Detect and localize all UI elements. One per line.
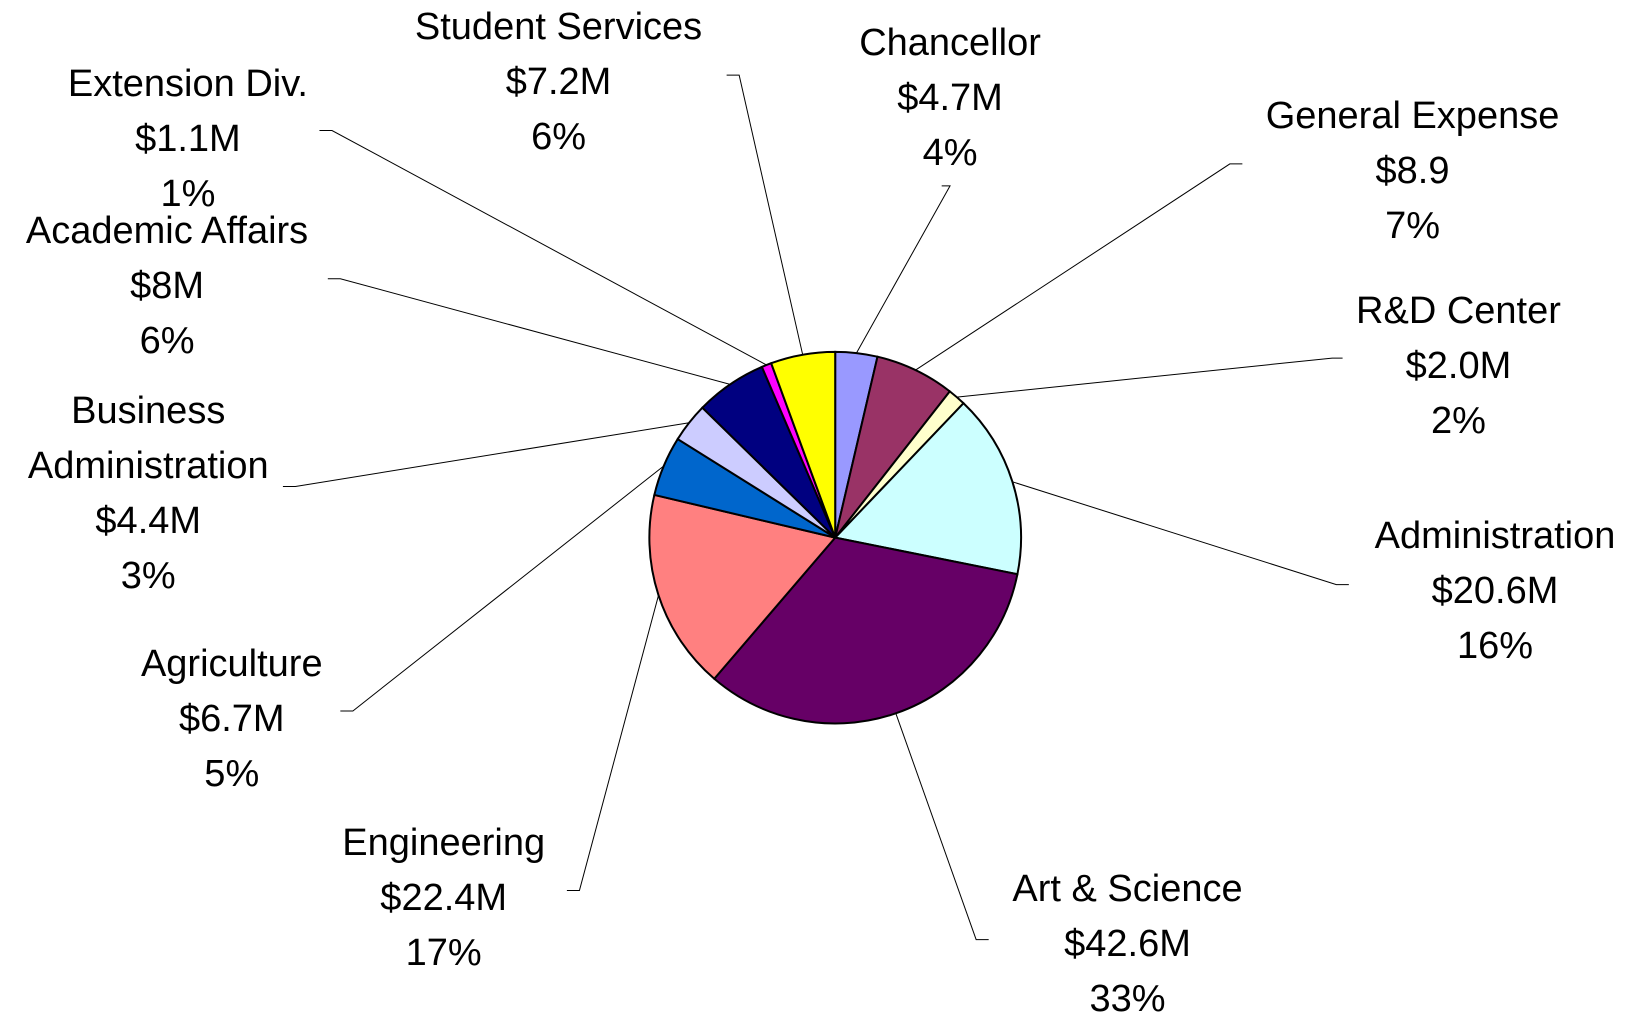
slice-label: Academic Affairs $8M 6% [26, 204, 308, 369]
leader-line [726, 74, 804, 355]
category-label: Art & Science [1012, 868, 1243, 911]
category-label: Agriculture [140, 642, 323, 685]
category-label: Student Services [414, 6, 703, 48]
value-label: $2.0M [1405, 344, 1512, 387]
slice-label: Agriculture $6.7M 5% [141, 637, 323, 802]
category-label: Extension Div. [67, 63, 308, 106]
leader-line [566, 595, 660, 892]
percent-label: 6% [531, 116, 586, 158]
pie-slice [833, 401, 1022, 576]
value-label: $20.6M [1431, 570, 1559, 613]
percent-label: 3% [120, 555, 176, 598]
category-label: Administration [1374, 515, 1616, 558]
percent-label: 33% [1089, 978, 1166, 1014]
slice-label: Engineering $22.4M 17% [342, 816, 545, 981]
percent-label: 1% [160, 173, 216, 216]
category-label: Business Administration [27, 390, 269, 488]
percent-label: 17% [405, 932, 482, 975]
category-label: General Expense [1265, 94, 1560, 137]
slice-label: Business Administration $4.4M 3% [0, 384, 300, 604]
value-label: $7.2M [505, 61, 612, 103]
value-label: $4.7M [897, 76, 1003, 119]
category-label: R&D Center [1356, 289, 1561, 332]
slice-label: Student Services $7.2M 6% [415, 0, 702, 165]
value-label: $1.1M [135, 118, 241, 161]
leader-line [340, 465, 665, 712]
percent-label: 2% [1430, 399, 1486, 442]
slice-label: Administration $20.6M 16% [1375, 509, 1616, 674]
category-label: Academic Affairs [25, 209, 309, 252]
value-label: $8.9 [1375, 149, 1450, 192]
leader-line [956, 357, 1343, 398]
leader-line [319, 130, 767, 366]
value-label: $8M [130, 264, 204, 307]
leader-line [856, 185, 951, 354]
value-label: $4.4M [95, 500, 202, 543]
value-label: $42.6M [1064, 923, 1191, 966]
leader-line [895, 713, 989, 941]
slice-label: Chancellor $4.7M 4% [859, 16, 1041, 181]
percent-label: 4% [922, 131, 978, 174]
leader-line [282, 422, 690, 488]
percent-label: 6% [139, 319, 195, 362]
percent-label: 5% [204, 752, 260, 795]
leader-line [327, 278, 731, 385]
slice-label: Extension Div. $1.1M 1% [68, 57, 308, 222]
leader-line [1012, 481, 1349, 586]
leader-line [915, 163, 1243, 371]
percent-label: 7% [1385, 204, 1440, 247]
value-label: $6.7M [178, 697, 285, 740]
category-label: Chancellor [859, 21, 1041, 64]
category-label: Engineering [342, 822, 546, 865]
slice-label: General Expense $8.9 7% [1266, 89, 1560, 254]
percent-label: 16% [1456, 625, 1534, 668]
slice-label: Art & Science $42.6M 33% [1012, 862, 1242, 1014]
value-label: $22.4M [380, 877, 508, 920]
slice-label: R&D Center $2.0M 2% [1356, 284, 1561, 449]
pie-slice [712, 536, 1019, 725]
